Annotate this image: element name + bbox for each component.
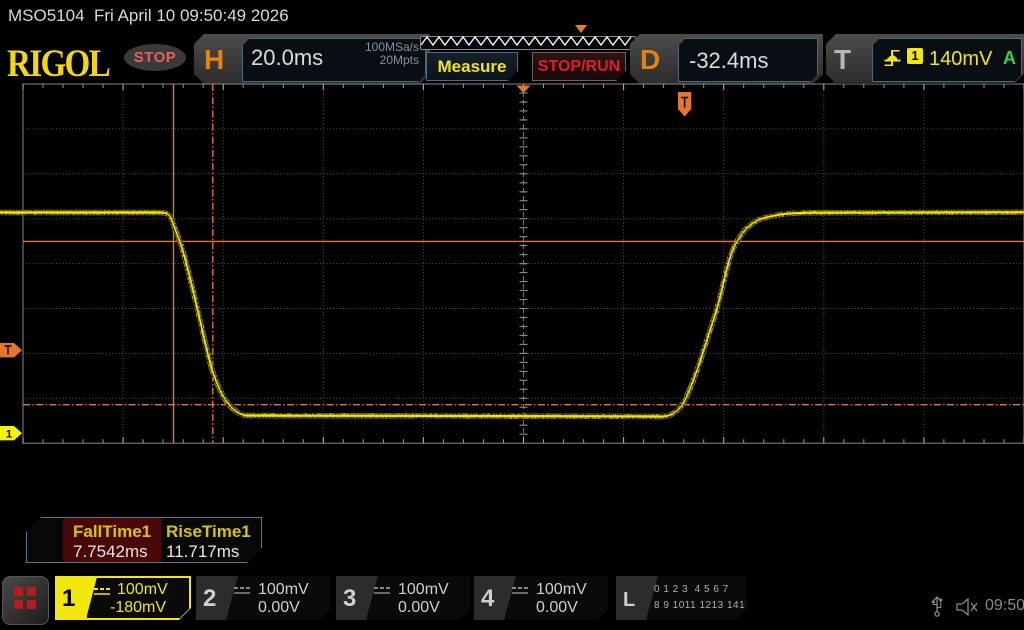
svg-text:1: 1 — [6, 429, 12, 441]
